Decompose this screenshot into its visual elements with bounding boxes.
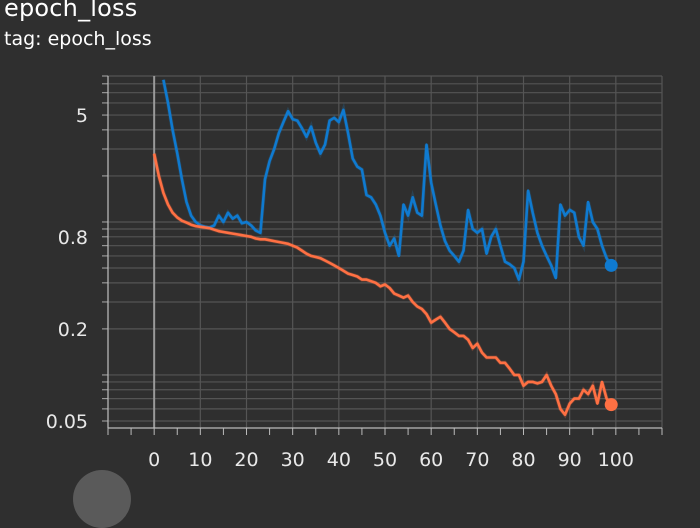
x-tick-label: 30: [281, 449, 305, 471]
series-0-line: [162, 79, 613, 281]
series-1-line: [152, 153, 613, 416]
loss-chart: 0 10 20 30 40 50 60 70 80 90 100 0.05 0.2 0.8 5: [46, 75, 663, 471]
x-tick-label: 80: [511, 449, 535, 471]
y-tick-label: 0.8: [58, 227, 88, 249]
tick-labels: 0 10 20 30 40 50 60 70 80 90 100 0.05 0.2 0.8 5: [46, 105, 634, 471]
x-tick-label: 0: [148, 449, 160, 471]
x-tick-label: 40: [327, 449, 351, 471]
y-tick-label: 0.2: [58, 319, 88, 341]
fab-button[interactable]: [73, 470, 131, 528]
chart-title: epoch_loss: [4, 0, 138, 22]
grid-lines: [107, 75, 663, 428]
series-0-endpoint: [604, 258, 618, 272]
axes: [102, 75, 663, 435]
y-tick-label: 5: [76, 105, 88, 127]
x-tick-label: 70: [465, 449, 489, 471]
chart-tag: tag: epoch_loss: [4, 28, 152, 50]
series-group: [152, 79, 618, 419]
x-tick-label: 20: [234, 449, 258, 471]
y-tick-label: 0.05: [46, 411, 88, 433]
x-tick-label: 10: [188, 449, 212, 471]
x-tick-label: 60: [419, 449, 443, 471]
series-1-endpoint: [604, 398, 618, 412]
x-tick-label: 90: [558, 449, 582, 471]
x-tick-label: 50: [373, 449, 397, 471]
x-tick-label: 100: [598, 449, 634, 471]
